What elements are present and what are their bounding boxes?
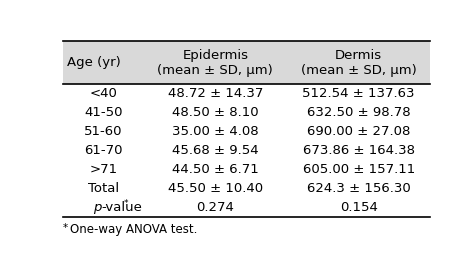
Text: -value: -value xyxy=(101,201,142,214)
Text: 624.3 ± 156.30: 624.3 ± 156.30 xyxy=(307,182,410,195)
Text: 605.00 ± 157.11: 605.00 ± 157.11 xyxy=(302,163,415,176)
Text: >71: >71 xyxy=(89,163,118,176)
Text: *: * xyxy=(63,223,68,233)
Text: 0.274: 0.274 xyxy=(196,201,234,214)
Text: 51-60: 51-60 xyxy=(84,125,123,138)
FancyBboxPatch shape xyxy=(63,41,430,84)
Text: 41-50: 41-50 xyxy=(84,106,123,119)
Text: p: p xyxy=(93,201,101,214)
Text: Total: Total xyxy=(88,182,119,195)
Text: 690.00 ± 27.08: 690.00 ± 27.08 xyxy=(307,125,410,138)
Text: Age (yr): Age (yr) xyxy=(66,56,120,69)
Text: 45.68 ± 9.54: 45.68 ± 9.54 xyxy=(172,144,259,157)
Text: 48.72 ± 14.37: 48.72 ± 14.37 xyxy=(168,87,263,100)
Text: *: * xyxy=(124,199,128,208)
Text: 632.50 ± 98.78: 632.50 ± 98.78 xyxy=(307,106,410,119)
Text: 35.00 ± 4.08: 35.00 ± 4.08 xyxy=(172,125,259,138)
Text: 45.50 ± 10.40: 45.50 ± 10.40 xyxy=(168,182,263,195)
Text: 673.86 ± 164.38: 673.86 ± 164.38 xyxy=(302,144,415,157)
Text: Epidermis
(mean ± SD, μm): Epidermis (mean ± SD, μm) xyxy=(157,49,273,77)
Text: <40: <40 xyxy=(90,87,117,100)
Text: 0.154: 0.154 xyxy=(340,201,378,214)
Text: 61-70: 61-70 xyxy=(84,144,123,157)
Text: One-way ANOVA test.: One-way ANOVA test. xyxy=(70,223,197,236)
Text: 44.50 ± 6.71: 44.50 ± 6.71 xyxy=(172,163,259,176)
Text: 512.54 ± 137.63: 512.54 ± 137.63 xyxy=(302,87,415,100)
Text: 48.50 ± 8.10: 48.50 ± 8.10 xyxy=(172,106,259,119)
Text: Dermis
(mean ± SD, μm): Dermis (mean ± SD, μm) xyxy=(301,49,417,77)
